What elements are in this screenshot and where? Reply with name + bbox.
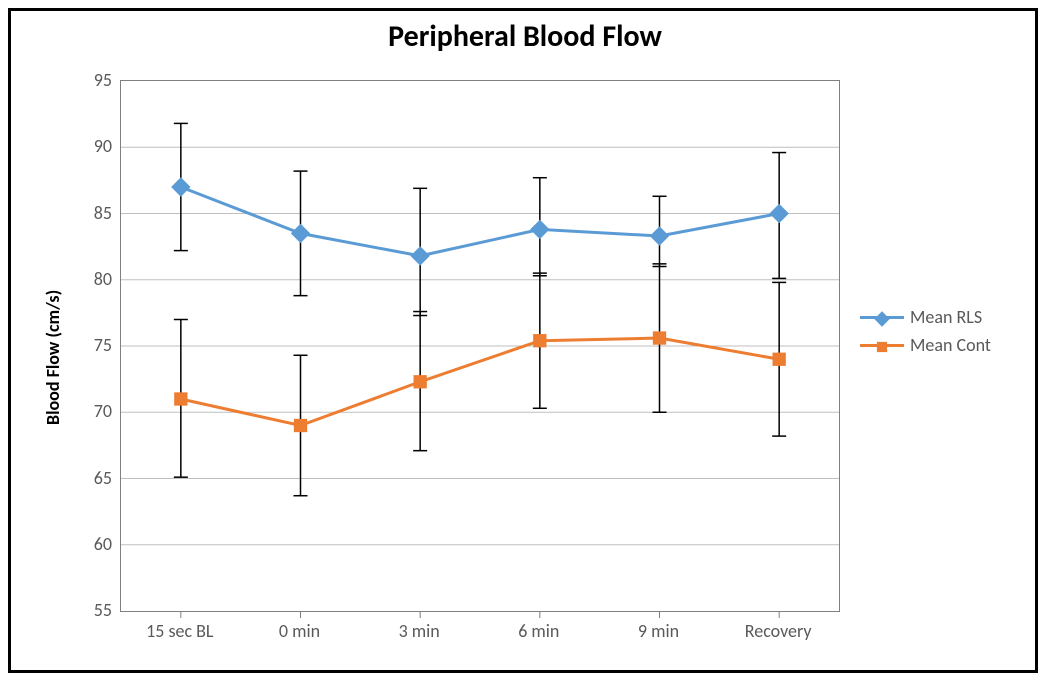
y-tick-label: 95: [70, 69, 112, 91]
diamond-icon: [873, 310, 891, 328]
legend-line: [860, 344, 904, 347]
x-tick-label: 3 min: [359, 620, 479, 642]
x-tick-label: 15 sec BL: [120, 620, 240, 642]
y-tick-label: 85: [70, 202, 112, 224]
plot-area: [120, 80, 840, 612]
x-tick-label: 9 min: [599, 620, 719, 642]
plot-svg: [121, 81, 839, 611]
legend-label: Mean RLS: [910, 306, 982, 328]
legend-item: Mean RLS: [860, 306, 991, 328]
x-tick-label: Recovery: [718, 620, 838, 642]
y-axis-label: Blood Flow (cm/s): [42, 290, 64, 425]
legend-item: Mean Cont: [860, 334, 991, 356]
y-tick-label: 75: [70, 334, 112, 356]
y-tick-label: 90: [70, 135, 112, 157]
legend: Mean RLS Mean Cont: [860, 300, 991, 362]
legend-line: [860, 316, 904, 319]
y-tick-label: 65: [70, 467, 112, 489]
y-tick-label: 55: [70, 599, 112, 621]
x-tick-label: 0 min: [240, 620, 360, 642]
x-tick-label: 6 min: [479, 620, 599, 642]
chart-title: Peripheral Blood Flow: [0, 18, 1050, 55]
y-tick-label: 60: [70, 533, 112, 555]
legend-label: Mean Cont: [910, 334, 991, 356]
y-tick-label: 80: [70, 268, 112, 290]
square-icon: [873, 338, 891, 356]
y-tick-label: 70: [70, 400, 112, 422]
